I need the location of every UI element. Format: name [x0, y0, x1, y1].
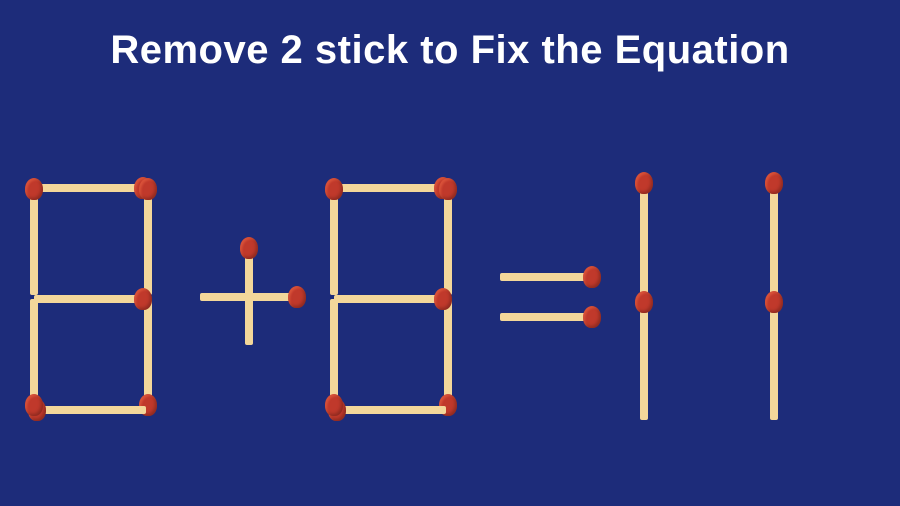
- matchstick-body: [34, 295, 146, 303]
- matchstick-head: [765, 291, 783, 313]
- matchstick-head: [288, 286, 306, 308]
- matchstick-body: [444, 186, 452, 295]
- matchstick-body: [500, 273, 595, 281]
- matchstick-body: [144, 186, 152, 295]
- matchstick-body: [640, 299, 648, 420]
- matchstick-body: [334, 295, 446, 303]
- matchstick-head: [635, 291, 653, 313]
- matchstick-head: [439, 178, 457, 200]
- matchstick-head: [240, 237, 258, 259]
- matchstick-head: [325, 178, 343, 200]
- matchstick-body: [330, 186, 338, 295]
- matchstick-head: [583, 266, 601, 288]
- matchstick-body: [30, 299, 38, 406]
- puzzle-area: [30, 160, 870, 460]
- matchstick-head: [25, 394, 43, 416]
- matchstick-body: [770, 180, 778, 301]
- matchstick-body: [34, 406, 146, 414]
- matchstick-body: [200, 293, 300, 301]
- matchstick-body: [640, 180, 648, 301]
- matchstick-body: [770, 299, 778, 420]
- matchstick-head: [25, 178, 43, 200]
- matchstick-head: [765, 172, 783, 194]
- matchstick-head: [434, 288, 452, 310]
- matchstick-head: [134, 288, 152, 310]
- matchstick-body: [144, 299, 152, 406]
- matchstick-body: [444, 299, 452, 406]
- matchstick-body: [30, 186, 38, 295]
- matchstick-head: [325, 394, 343, 416]
- matchstick-body: [330, 299, 338, 406]
- matchstick-body: [334, 184, 446, 192]
- matchstick-body: [334, 406, 446, 414]
- matchstick-body: [34, 184, 146, 192]
- puzzle-title: Remove 2 stick to Fix the Equation: [0, 28, 900, 73]
- matchstick-head: [635, 172, 653, 194]
- matchstick-head: [139, 178, 157, 200]
- matchstick-head: [583, 306, 601, 328]
- matchstick-body: [500, 313, 595, 321]
